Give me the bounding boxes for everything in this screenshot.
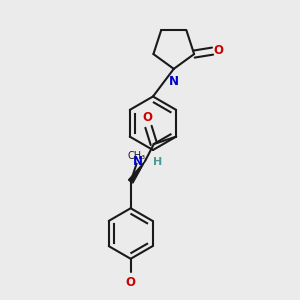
Text: O: O bbox=[214, 44, 224, 57]
Polygon shape bbox=[128, 161, 145, 183]
Text: O: O bbox=[126, 276, 136, 289]
Text: N: N bbox=[169, 75, 179, 88]
Text: CH₃: CH₃ bbox=[128, 151, 146, 161]
Text: O: O bbox=[142, 111, 152, 124]
Text: H: H bbox=[153, 157, 163, 167]
Text: N: N bbox=[133, 155, 142, 168]
